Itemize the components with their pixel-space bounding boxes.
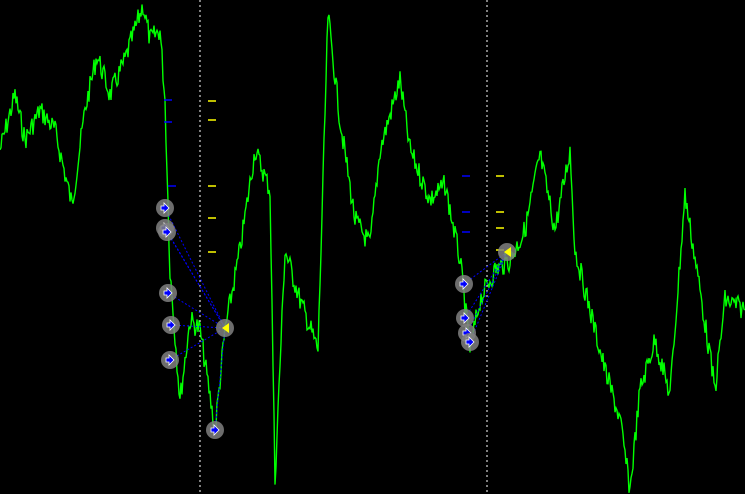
- close-arrow-icon: [504, 247, 511, 257]
- buy-arrow-icon: [465, 336, 475, 348]
- buy-arrow-icon: [210, 424, 220, 436]
- trade-connector-line: [214, 327, 226, 431]
- trade-connector-line: [469, 251, 508, 343]
- buy-arrow-icon: [460, 312, 470, 324]
- trade-connector-line: [164, 207, 226, 329]
- close-arrow-icon: [222, 323, 229, 333]
- buy-arrow-icon: [459, 278, 469, 290]
- buy-arrow-icon: [162, 226, 172, 238]
- trade-connector-line: [466, 251, 508, 334]
- buy-arrow-icon: [165, 354, 175, 366]
- buy-arrow-icon: [166, 319, 176, 331]
- trade-connector-line: [167, 292, 226, 329]
- trade-connector-line: [170, 324, 226, 329]
- price-series-line: [0, 4, 745, 493]
- trade-connector-line: [464, 251, 508, 319]
- trade-connector-line: [169, 327, 226, 361]
- trade-connector-line: [166, 231, 226, 329]
- buy-arrow-icon: [163, 287, 173, 299]
- buy-arrow-icon: [160, 202, 170, 214]
